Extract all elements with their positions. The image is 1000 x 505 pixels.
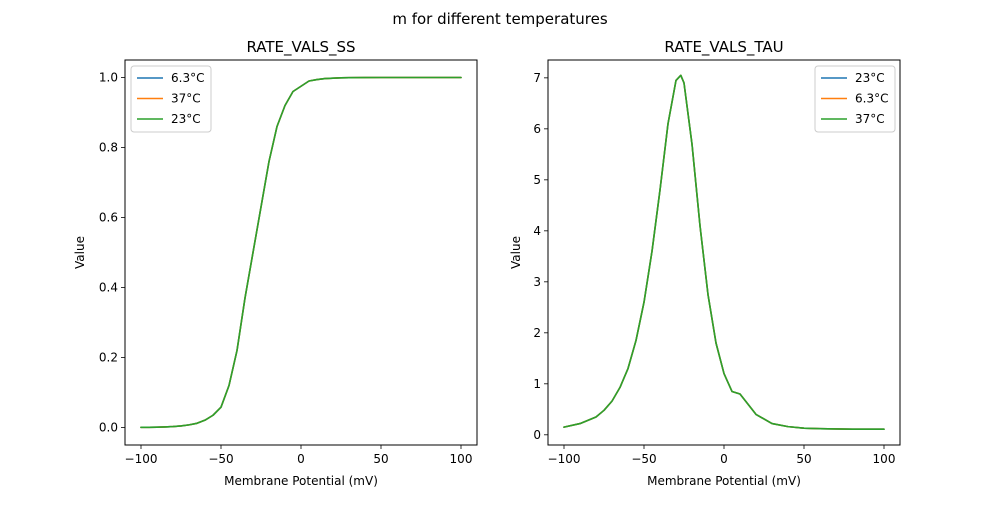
chart-panel-ss: RATE_VALS_SS −100 −50 0 50 100 0.0 0.2 0.4 0.6 0.8…: [73, 38, 478, 488]
y-tick-label: 2: [533, 326, 541, 340]
x-axis-label: Membrane Potential (mV): [224, 474, 378, 488]
legend-entry: 6.3°C: [171, 71, 204, 85]
y-tick-label: 4: [533, 224, 541, 238]
chart-panel-tau: RATE_VALS_TAU −100 −50 0 50 100 0 1 2 3 4 5 6 7 Membra…: [509, 38, 901, 488]
x-tick-label: −50: [208, 452, 233, 466]
x-tick-label: −50: [631, 452, 656, 466]
y-tick-label: 7: [533, 71, 541, 85]
legend-box: [814, 65, 896, 133]
y-tick-label: 0.6: [99, 211, 118, 225]
x-tick-label: 100: [873, 452, 896, 466]
x-axis-label: Membrane Potential (mV): [647, 474, 801, 488]
y-tick-label: 0: [533, 428, 541, 442]
x-tick-label: 0: [297, 452, 305, 466]
y-axis-label: Value: [73, 236, 87, 269]
legend-entry: 6.3°C: [855, 92, 888, 106]
y-tick-label: 6: [533, 122, 541, 136]
y-tick-label: 1.0: [99, 71, 118, 85]
figure-title: m for different temperatures: [392, 10, 608, 28]
chart-title: RATE_VALS_SS: [246, 38, 355, 57]
y-tick-label: 5: [533, 173, 541, 187]
series-line-2: [563, 74, 885, 430]
legend: 23°C 6.3°C 37°C: [814, 65, 896, 133]
x-tick-label: −100: [548, 452, 581, 466]
legend: 6.3°C 37°C 23°C: [130, 65, 212, 133]
x-tick-label: 100: [450, 452, 473, 466]
legend-box: [130, 65, 212, 133]
x-tick-label: 50: [373, 452, 388, 466]
y-tick-label: 3: [533, 275, 541, 289]
legend-entry: 23°C: [171, 112, 201, 126]
y-tick-label: 0.0: [99, 421, 118, 435]
y-tick-label: 0.8: [99, 141, 118, 155]
y-tick-label: 0.2: [99, 351, 118, 365]
y-axis-label: Value: [509, 236, 523, 269]
legend-entry: 37°C: [171, 92, 201, 106]
legend-entry: 23°C: [855, 71, 885, 85]
x-tick-label: −100: [125, 452, 158, 466]
y-tick-label: 0.4: [99, 281, 118, 295]
y-tick-label: 1: [533, 377, 541, 391]
chart-title: RATE_VALS_TAU: [664, 38, 783, 57]
series-line-2: [140, 76, 462, 429]
x-tick-label: 50: [796, 452, 811, 466]
x-tick-label: 0: [720, 452, 728, 466]
legend-entry: 37°C: [855, 112, 885, 126]
